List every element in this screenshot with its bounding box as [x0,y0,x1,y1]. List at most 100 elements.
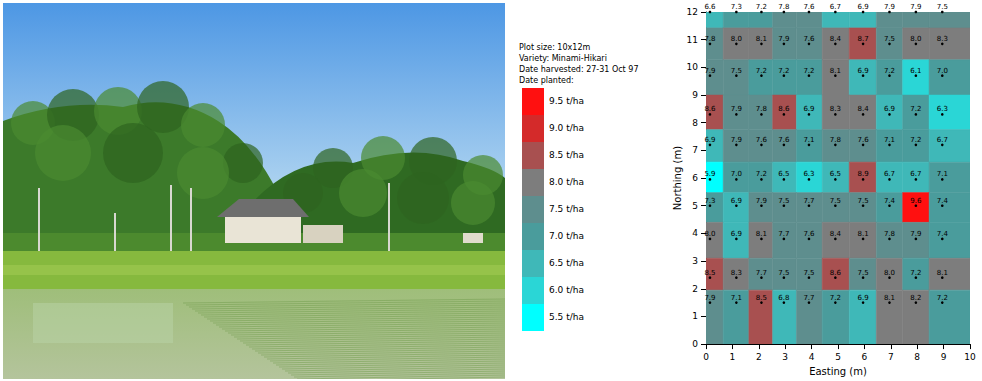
svg-text:6.3: 6.3 [803,170,814,178]
svg-text:7.2: 7.2 [803,67,814,75]
svg-text:8.5: 8.5 [704,269,715,277]
svg-text:7.8: 7.8 [884,230,895,238]
svg-text:7.5 t/ha: 7.5 t/ha [549,204,584,214]
svg-text:6.9: 6.9 [858,3,869,11]
svg-text:7.2: 7.2 [910,105,921,113]
svg-text:8.4: 8.4 [830,35,842,43]
svg-text:8.6: 8.6 [778,105,790,113]
svg-text:6.5: 6.5 [778,170,789,178]
svg-text:6.0 t/ha: 6.0 t/ha [549,285,584,295]
svg-text:7.4: 7.4 [937,230,949,238]
svg-text:7.5: 7.5 [778,197,789,205]
svg-text:8.3: 8.3 [830,105,841,113]
svg-text:8.1: 8.1 [884,294,895,302]
svg-text:7.1: 7.1 [937,170,948,178]
svg-text:Northing (m): Northing (m) [672,146,683,210]
svg-text:7.7: 7.7 [756,269,767,277]
svg-text:7.6: 7.6 [778,136,790,144]
svg-text:7.5: 7.5 [937,3,948,11]
svg-text:7.9: 7.9 [884,3,895,11]
svg-text:5.5 t/ha: 5.5 t/ha [549,312,584,322]
svg-text:Easting (m): Easting (m) [809,366,867,377]
svg-text:2: 2 [756,352,762,362]
svg-text:2: 2 [692,284,698,294]
svg-text:7.4: 7.4 [937,197,949,205]
svg-text:7.7: 7.7 [803,197,814,205]
svg-text:9.0 t/ha: 9.0 t/ha [549,123,584,133]
svg-text:9: 9 [692,90,698,100]
svg-text:7.2: 7.2 [830,294,841,302]
svg-text:7.5: 7.5 [731,67,742,75]
svg-text:7.6: 7.6 [756,136,768,144]
svg-text:10: 10 [964,352,976,362]
svg-text:7: 7 [888,352,894,362]
svg-text:8.0: 8.0 [884,269,895,277]
svg-text:7.2: 7.2 [778,67,789,75]
svg-text:7.3: 7.3 [704,197,715,205]
svg-text:5: 5 [835,352,841,362]
svg-text:6.5: 6.5 [830,170,841,178]
svg-text:8.1: 8.1 [937,269,948,277]
svg-text:1: 1 [692,311,698,321]
svg-text:7.2: 7.2 [756,3,767,11]
svg-text:6.9: 6.9 [858,294,869,302]
svg-text:7.9: 7.9 [910,230,921,238]
svg-text:4: 4 [809,352,815,362]
svg-text:7.3: 7.3 [731,3,742,11]
svg-text:7.1: 7.1 [884,136,895,144]
svg-text:7.2: 7.2 [756,67,767,75]
svg-text:7.5: 7.5 [830,197,841,205]
svg-text:8.1: 8.1 [756,35,767,43]
svg-text:7.9: 7.9 [756,197,767,205]
svg-text:6.9: 6.9 [858,67,869,75]
svg-text:6.3: 6.3 [937,105,948,113]
svg-text:8.7: 8.7 [858,35,869,43]
svg-text:8: 8 [914,352,920,362]
svg-text:12: 12 [687,7,698,17]
svg-text:8.0: 8.0 [731,35,742,43]
svg-text:8.4: 8.4 [858,105,870,113]
svg-text:7.8: 7.8 [704,35,715,43]
svg-text:7.5: 7.5 [803,269,814,277]
svg-text:7.6: 7.6 [803,230,815,238]
svg-text:7.5: 7.5 [778,269,789,277]
svg-text:7.5: 7.5 [858,197,869,205]
svg-text:8.6: 8.6 [830,269,842,277]
svg-text:9.5 t/ha: 9.5 t/ha [549,96,584,106]
svg-text:7.4: 7.4 [884,197,896,205]
svg-text:1: 1 [730,352,736,362]
svg-text:6.8: 6.8 [778,294,789,302]
svg-text:7.5: 7.5 [858,269,869,277]
svg-text:8.6: 8.6 [704,105,716,113]
svg-text:8.0 t/ha: 8.0 t/ha [549,177,584,187]
svg-text:9.6: 9.6 [910,197,922,205]
svg-text:8.1: 8.1 [830,67,841,75]
svg-text:8.9: 8.9 [858,170,869,178]
svg-text:8.2: 8.2 [910,294,921,302]
svg-text:8.1: 8.1 [858,230,869,238]
svg-text:8: 8 [692,118,698,128]
svg-text:7.8: 7.8 [778,3,789,11]
svg-text:0: 0 [703,352,709,362]
svg-text:7.9: 7.9 [731,136,742,144]
svg-text:7.2: 7.2 [910,269,921,277]
svg-text:8.3: 8.3 [937,35,948,43]
svg-text:7.9: 7.9 [731,105,742,113]
svg-text:8.4: 8.4 [830,230,842,238]
svg-text:10: 10 [687,62,699,72]
svg-text:6.7: 6.7 [910,170,921,178]
svg-text:7.9: 7.9 [910,3,921,11]
svg-text:7.0: 7.0 [731,170,742,178]
svg-text:8.0: 8.0 [704,230,715,238]
svg-text:6.9: 6.9 [731,197,742,205]
svg-text:5.9: 5.9 [704,170,715,178]
svg-text:6.7: 6.7 [830,3,841,11]
svg-text:4: 4 [692,228,698,238]
svg-text:6.7: 6.7 [884,170,895,178]
svg-text:7.6: 7.6 [803,3,815,11]
svg-text:7.5: 7.5 [884,35,895,43]
svg-text:6.9: 6.9 [884,105,895,113]
svg-text:6.9: 6.9 [704,136,715,144]
svg-text:7.9: 7.9 [704,294,715,302]
svg-text:6: 6 [862,352,868,362]
